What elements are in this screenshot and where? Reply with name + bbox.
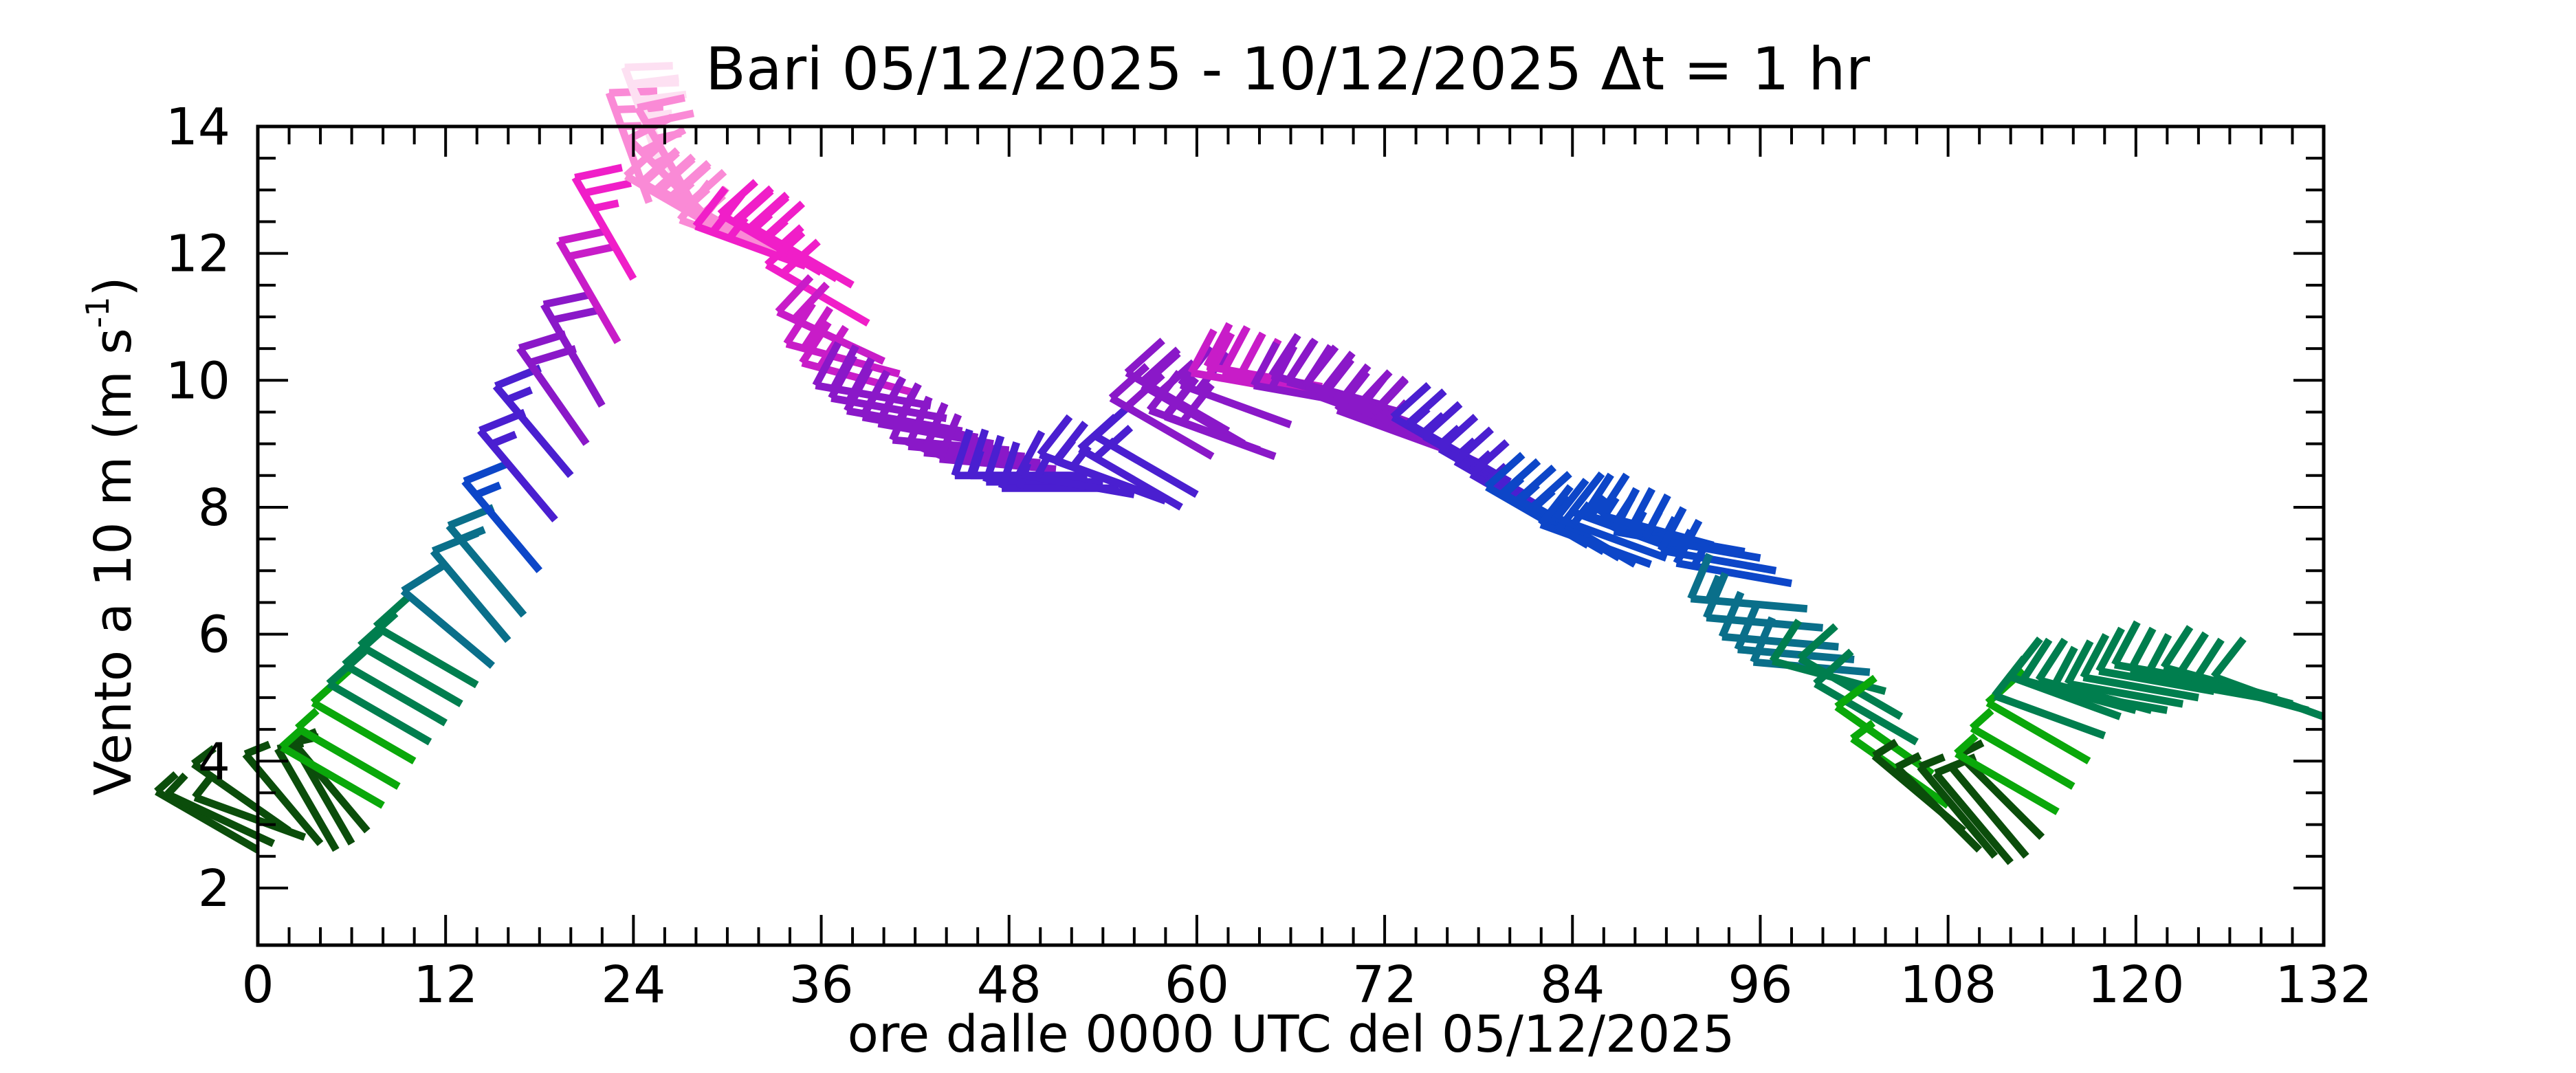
barbs-layer [154,62,2325,865]
wind-barb [775,274,885,365]
axis-ticks [256,125,2325,945]
wind-barb [190,745,291,834]
x-tick-label: 36 [789,955,853,1015]
y-tick-label: 10 [166,351,230,410]
wind-barb [154,771,260,854]
wind-barb [783,301,901,378]
y-tick-label: 8 [198,478,230,538]
y-tick-label: 6 [198,606,230,665]
wind-barb [2049,645,2168,714]
wind-barb [342,629,448,727]
x-tick-label: 48 [977,955,1042,1015]
wind-barb [1969,707,2076,790]
y-axis-title-main: Vento a 10 m (m s [84,328,143,795]
x-tick-label: 84 [1540,955,1605,1015]
wind-barb [1957,739,2045,840]
wind-barb [2064,639,2184,708]
wind-barb [555,227,621,344]
wind-barb [1917,753,1999,859]
y-tick-label: 2 [198,859,230,918]
wind-barb [1954,733,2060,815]
wind-barb [1673,518,1792,588]
x-tick-labels: 0 12 24 36 48 60 72 84 96 108 120 132 [241,955,2372,1015]
wind-barb [164,772,276,848]
wind-barb [571,164,637,281]
chart-title: Bari 05/12/2025 - 10/12/2025 Δt = 1 hr [705,35,1871,104]
wind-barb [1797,623,1904,720]
y-tick-label: 12 [166,225,230,284]
x-tick-label: 0 [241,955,274,1015]
x-tick-label: 120 [2087,955,2184,1015]
wind-barb [1162,376,1277,461]
y-tick-labels: 2 4 6 8 10 12 14 [166,98,230,918]
y-axis-title-close: ) [84,276,143,296]
wind-barb [1834,674,1935,777]
y-axis-title: Vento a 10 m (m s-1) [79,276,143,795]
wind-barb [749,191,855,289]
wind-barb [192,774,307,841]
wind-barb [400,562,496,669]
wind-barb [540,291,606,408]
wind-barb [294,707,401,790]
wind-barb [373,591,479,689]
wind-barb [1813,648,1919,746]
x-tick-label: 108 [1900,955,1996,1015]
x-tick-label: 60 [1165,955,1229,1015]
y-tick-label: 14 [166,98,230,157]
wind-barb [2210,636,2325,720]
x-tick-label: 132 [2275,955,2372,1015]
y-tick-label: 4 [198,732,230,791]
wind-barb [2080,633,2199,702]
x-tick-label: 12 [413,955,478,1015]
wind-barb [326,648,432,746]
wind-barb [461,459,542,573]
x-axis-title: ore dalle 0000 UTC del 05/12/2025 [848,1005,1735,1064]
wind-barb [1894,752,1983,853]
x-tick-label: 96 [1728,955,1792,1015]
x-tick-label: 72 [1352,955,1417,1015]
wind-barb [477,408,558,522]
x-tick-label: 24 [601,955,665,1015]
y-axis-title-exponent: -1 [79,296,116,328]
wind-barb [445,504,527,618]
